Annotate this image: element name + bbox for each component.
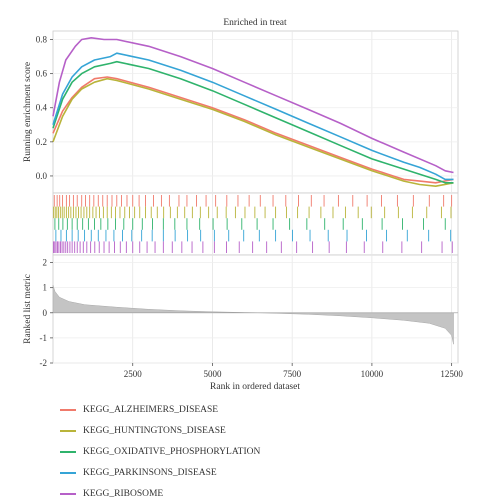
- y-tick-label-running-score: 0.4: [36, 103, 48, 113]
- running-score-panel: [52, 30, 459, 194]
- enrichment-line: [52, 60, 454, 184]
- chart-title: Enriched in treat: [223, 18, 287, 28]
- x-tick-label: 12500: [440, 369, 463, 379]
- y-tick-label-running-score: 0.2: [36, 137, 47, 147]
- y-axis-label-ranked-metric: Ranked list metric: [23, 274, 33, 344]
- legend-swatch: [60, 493, 76, 495]
- y-tick-label-running-score: 0.6: [36, 69, 48, 79]
- x-axis-label: Rank in ordered dataset: [210, 382, 300, 392]
- legend-swatch: [60, 472, 76, 474]
- y-tick-label-ranked-metric: -1: [40, 333, 48, 343]
- legend-label: KEGG_RIBOSOME: [83, 489, 164, 499]
- y-tick-label-running-score: 0.8: [36, 35, 48, 45]
- y-tick-label-ranked-metric: 2: [43, 258, 48, 268]
- y-tick-label-ranked-metric: 1: [43, 283, 48, 293]
- legend-swatch: [60, 430, 76, 432]
- y-tick-label-ranked-metric: -2: [40, 358, 48, 368]
- legend-label: KEGG_OXIDATIVE_PHOSPHORYLATION: [83, 447, 261, 457]
- axis-ticks: 2500 5000 7500 10000 12500 0.0 0.2 0.4 0.6 0.8 -2 -…: [36, 35, 464, 379]
- hit-ticks: [53, 195, 453, 253]
- y-tick-label-running-score: 0.0: [36, 171, 48, 181]
- legend-item: KEGG_HUNTINGTONS_DISEASE: [60, 424, 226, 438]
- legend-label: KEGG_HUNTINGTONS_DISEASE: [83, 426, 226, 436]
- enrichment-line: [52, 37, 454, 174]
- enrichment-line: [52, 52, 454, 181]
- enrichment-line: [52, 76, 454, 184]
- x-tick-label: 2500: [124, 369, 143, 379]
- y-tick-label-ranked-metric: 0: [43, 308, 48, 318]
- y-axis-label-running-score: Running enrichment score: [23, 62, 33, 162]
- legend-item: KEGG_PARKINSONS_DISEASE: [60, 466, 217, 480]
- legend-label: KEGG_PARKINSONS_DISEASE: [83, 468, 217, 478]
- legend-item: KEGG_OXIDATIVE_PHOSPHORYLATION: [60, 445, 260, 459]
- legend-label: KEGG_ALZHEIMERS_DISEASE: [83, 405, 219, 415]
- legend-swatch: [60, 409, 76, 411]
- legend-item: KEGG_RIBOSOME: [60, 487, 163, 501]
- x-tick-label: 5000: [203, 369, 222, 379]
- legend-item: KEGG_ALZHEIMERS_DISEASE: [60, 403, 218, 417]
- enrichment-lines: [52, 37, 454, 187]
- enrichment-line: [52, 77, 454, 187]
- legend-swatch: [60, 451, 76, 453]
- x-tick-label: 10000: [361, 369, 384, 379]
- x-tick-label: 7500: [283, 369, 302, 379]
- ranked-metric-area: [52, 285, 458, 345]
